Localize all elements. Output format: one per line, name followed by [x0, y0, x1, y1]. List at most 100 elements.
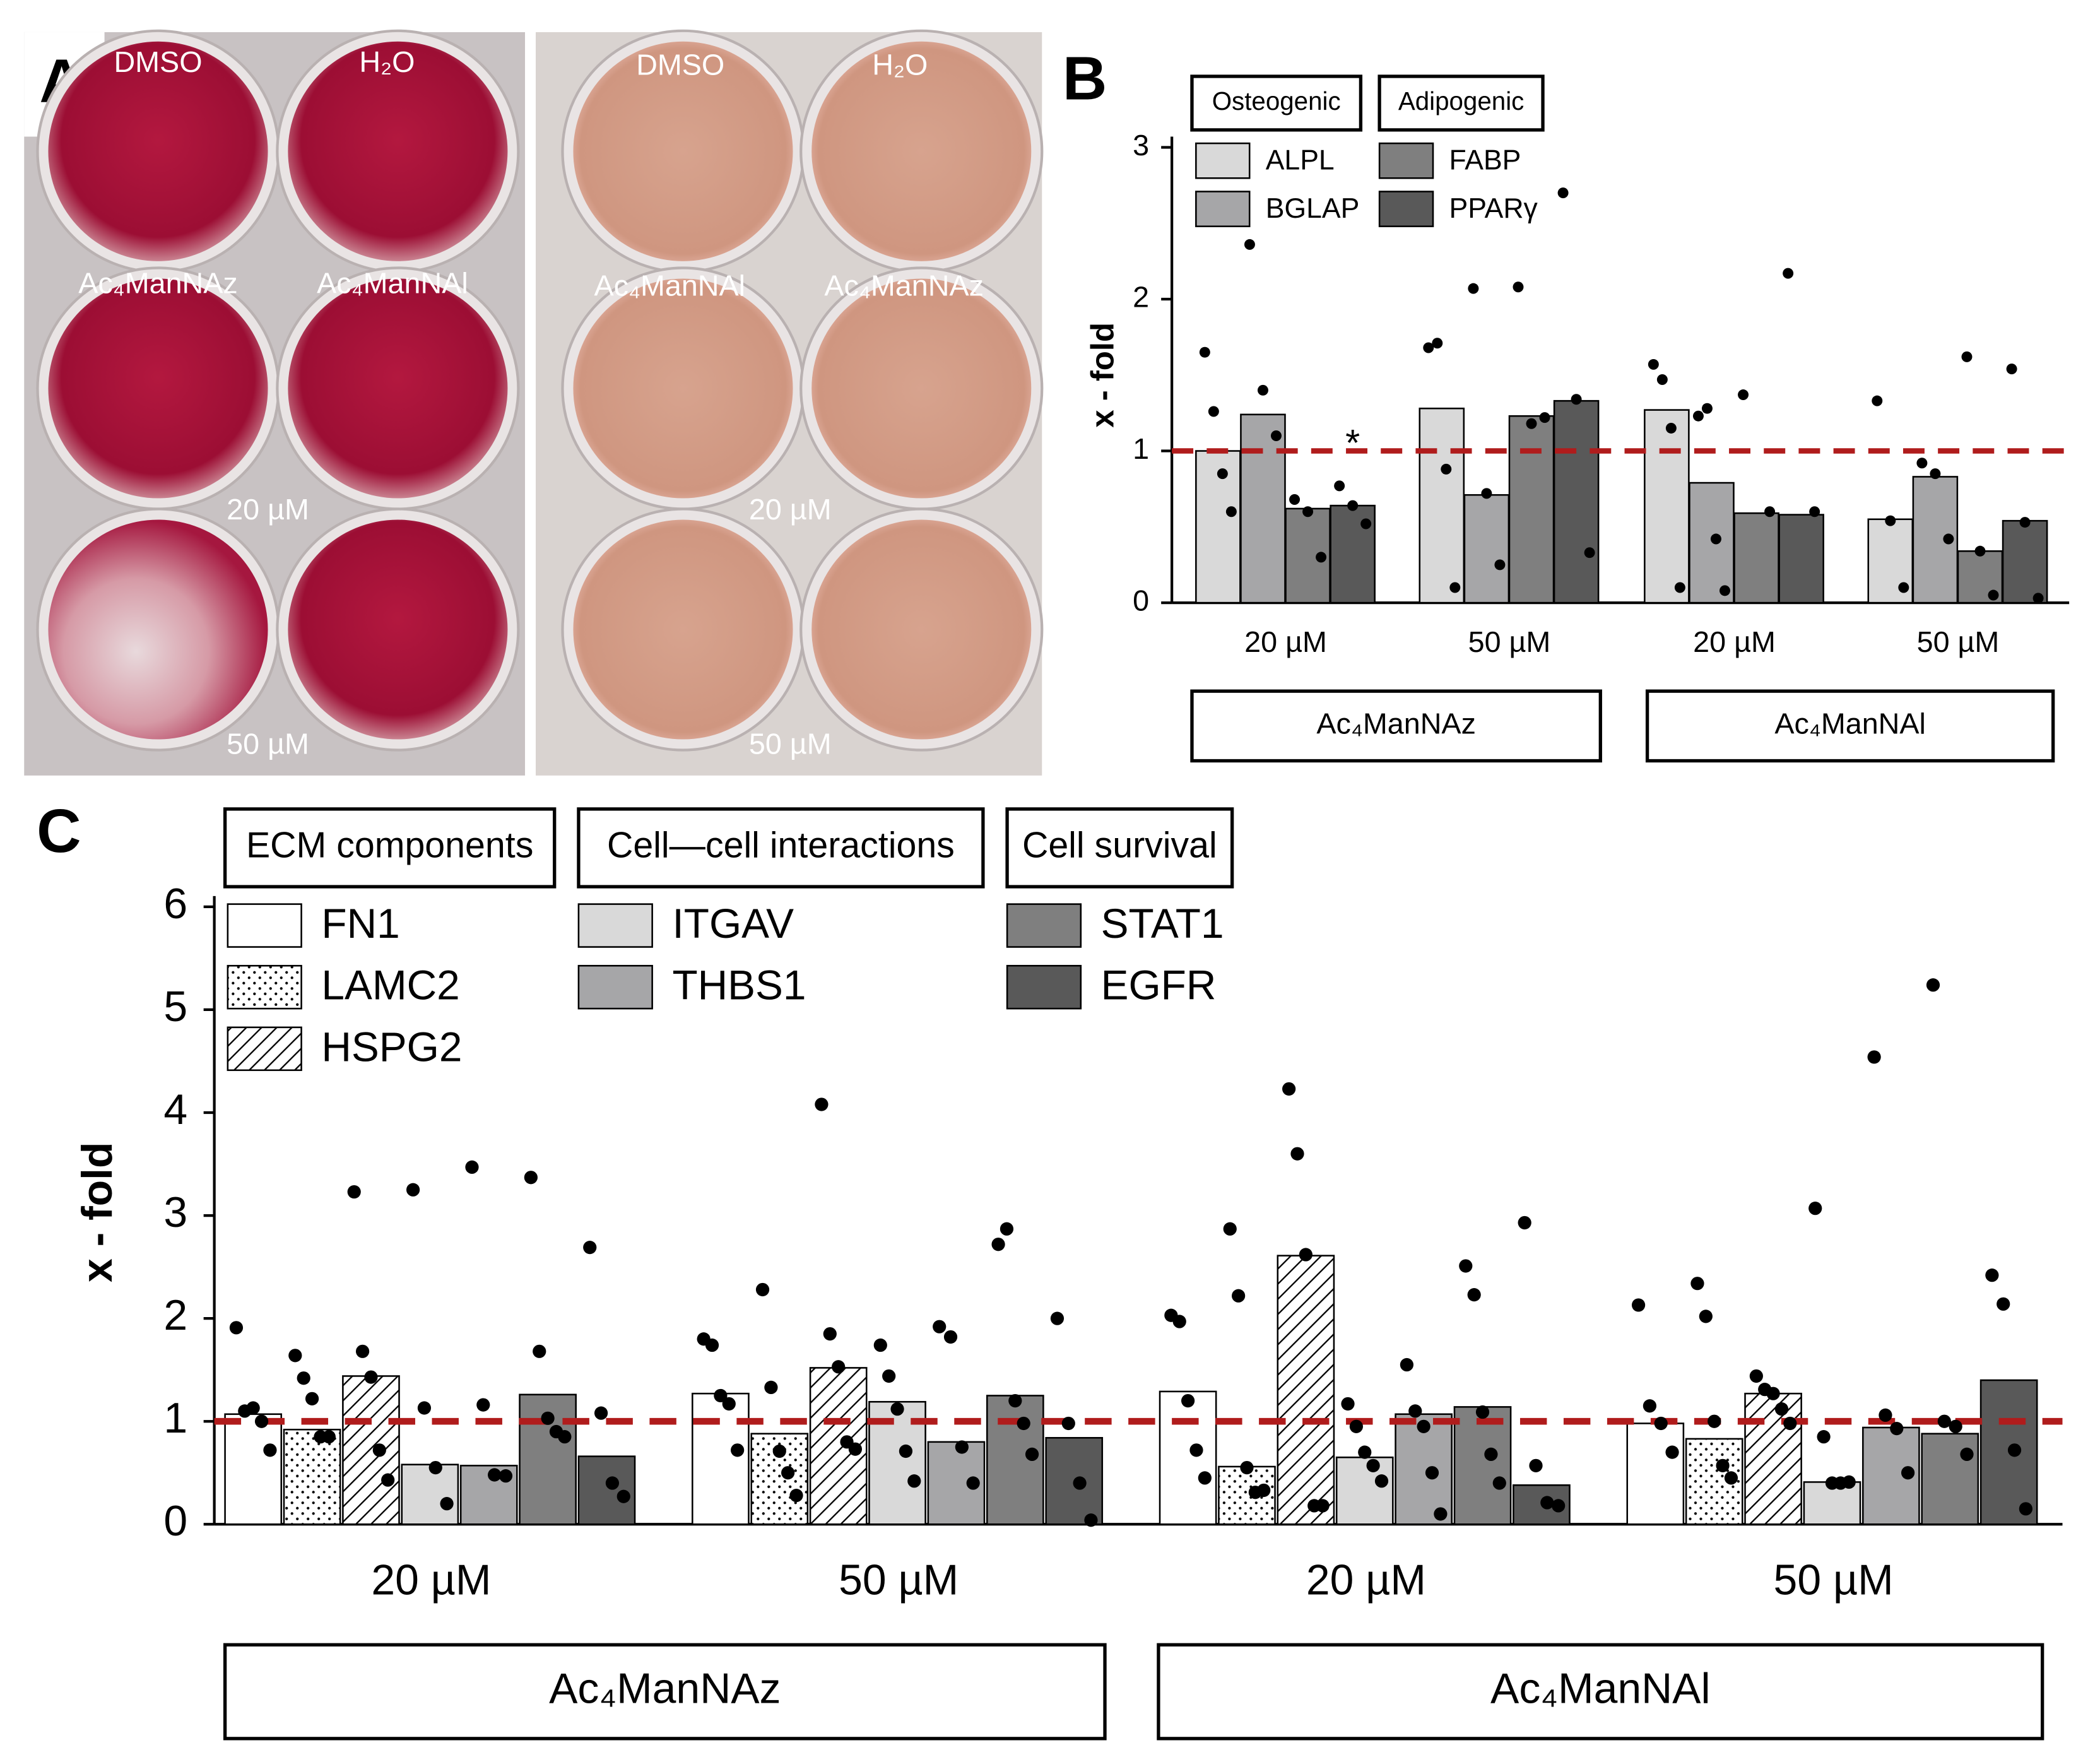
well-label: Ac₄ManNAl — [594, 269, 745, 302]
bar — [1419, 407, 1465, 604]
legend-label: LAMC2 — [321, 962, 459, 1008]
legend-label: HSPG2 — [321, 1023, 462, 1070]
data-point — [1749, 1369, 1763, 1383]
legend-label: EGFR — [1101, 962, 1217, 1008]
data-point — [1199, 346, 1210, 358]
legend-swatch — [1378, 191, 1434, 227]
data-point — [1459, 1259, 1473, 1273]
y-tick-label: 0 — [1133, 584, 1149, 617]
data-point — [2007, 1443, 2022, 1457]
data-point — [1571, 394, 1582, 405]
data-point — [731, 1443, 745, 1457]
y-tick-label: 0 — [163, 1498, 187, 1545]
data-point — [1557, 187, 1569, 199]
data-point — [297, 1371, 310, 1385]
data-point — [1061, 1416, 1075, 1431]
legend-swatch — [227, 1026, 302, 1072]
panel-label: B — [1063, 44, 1107, 112]
legend-title-box — [223, 807, 557, 889]
legend-swatch — [1378, 142, 1434, 179]
data-point — [1690, 1277, 1704, 1291]
concentration-label: 20 µM — [749, 493, 832, 526]
data-point — [1025, 1447, 1039, 1462]
legend-label: ITGAV — [672, 900, 794, 947]
data-point — [476, 1398, 490, 1412]
x-tick-label: 20 µM — [1244, 625, 1327, 658]
data-point — [1890, 1422, 1904, 1436]
data-point — [1360, 518, 1372, 529]
legend-label: ALPL — [1266, 145, 1335, 176]
data-point — [1282, 1082, 1296, 1096]
data-point — [1961, 351, 1973, 362]
data-point — [1050, 1311, 1065, 1325]
x-tick-label: 20 µM — [371, 1557, 491, 1604]
data-point — [1872, 395, 1883, 406]
data-point — [246, 1401, 260, 1415]
legend-swatch — [1195, 191, 1251, 227]
bar — [2002, 519, 2048, 604]
y-tick-label: 1 — [163, 1395, 187, 1442]
data-point — [1916, 458, 1928, 469]
data-point — [899, 1444, 913, 1458]
data-point — [1408, 1404, 1422, 1418]
data-point — [933, 1320, 947, 1333]
data-point — [1699, 1310, 1713, 1323]
group-label: Ac₄ManNAz — [1316, 707, 1476, 740]
data-point — [1997, 1297, 2010, 1311]
data-point — [1358, 1445, 1372, 1459]
data-point — [991, 1238, 1005, 1251]
data-point — [1985, 1268, 1999, 1282]
data-point — [229, 1321, 244, 1335]
data-point — [1949, 1419, 1962, 1433]
data-point — [1225, 506, 1237, 517]
data-point — [1842, 1475, 1856, 1489]
data-point — [1449, 582, 1461, 593]
data-point — [1701, 403, 1713, 414]
data-point — [1674, 582, 1685, 593]
data-point — [966, 1476, 980, 1490]
y-tick-label: 2 — [1133, 280, 1149, 313]
data-point — [1974, 545, 1986, 557]
legend-title-box — [1377, 74, 1545, 132]
well-label: DMSO — [114, 45, 202, 78]
legend-label: STAT1 — [1101, 900, 1224, 947]
legend-title-box — [1005, 807, 1234, 889]
panel-label: C — [37, 796, 81, 865]
data-point — [755, 1282, 770, 1297]
data-point — [594, 1406, 608, 1420]
x-tick-label: 50 µM — [839, 1557, 959, 1604]
data-point — [1879, 1408, 1892, 1422]
y-tick-label: 5 — [163, 983, 187, 1031]
data-point — [1988, 589, 1999, 601]
data-point — [848, 1442, 863, 1456]
data-point — [1000, 1222, 1014, 1236]
data-point — [1724, 1471, 1738, 1485]
data-point — [1334, 480, 1345, 492]
well-stain — [288, 41, 508, 261]
legend-label: FN1 — [321, 900, 399, 947]
data-point — [1290, 1147, 1304, 1161]
well-stain — [573, 41, 793, 261]
data-point — [1223, 1222, 1237, 1236]
data-point — [1665, 422, 1677, 434]
data-point — [263, 1443, 277, 1457]
legend-label: THBS1 — [672, 962, 806, 1008]
data-point — [364, 1370, 378, 1384]
well-stain — [811, 519, 1032, 740]
data-point — [1468, 283, 1479, 294]
data-point — [1189, 1443, 1203, 1457]
data-point — [1526, 418, 1537, 429]
data-point — [305, 1392, 319, 1405]
bar — [1453, 1406, 1512, 1525]
data-point — [1289, 494, 1301, 505]
well-stain — [288, 519, 508, 740]
x-tick-label: 20 µM — [1693, 625, 1776, 658]
x-tick-label: 50 µM — [1917, 625, 2000, 658]
data-point — [722, 1397, 736, 1411]
bar — [1395, 1413, 1453, 1525]
data-point — [488, 1468, 502, 1482]
bar — [1778, 514, 1824, 604]
data-point — [533, 1344, 546, 1358]
bar — [1159, 1390, 1217, 1525]
